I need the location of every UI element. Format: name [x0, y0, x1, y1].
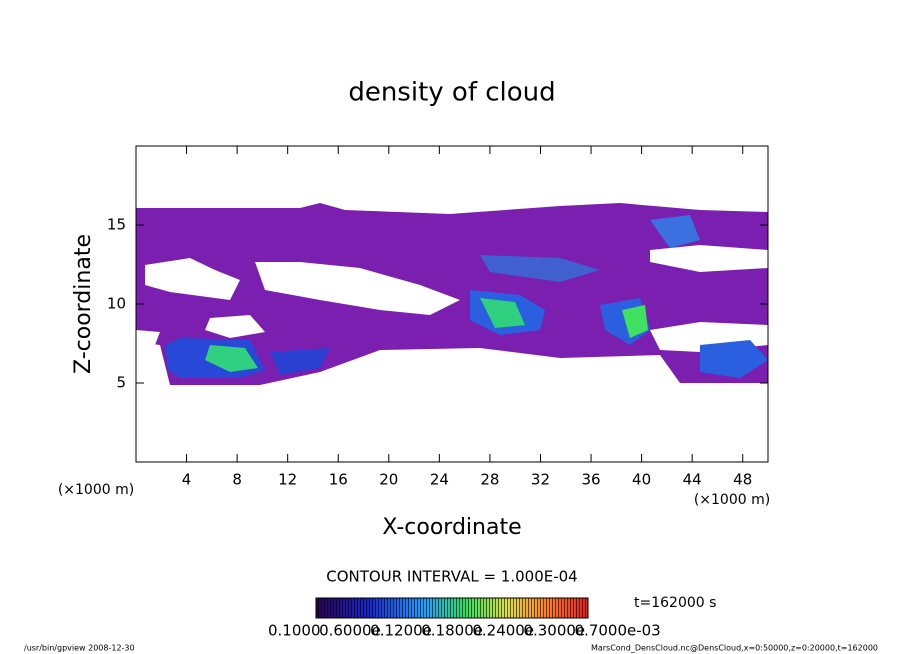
colorbar-stripes	[316, 598, 588, 618]
colorbar-label: 0.1200e	[370, 622, 432, 640]
time-label: t=162000 s	[634, 595, 716, 611]
x-axis-label: X-coordinate	[382, 515, 521, 540]
x-tick-label: 12	[278, 471, 297, 489]
x-tick-label: 8	[232, 471, 242, 489]
x-tick-label: 44	[683, 471, 702, 489]
colorbar-label: 0.7000e-03	[575, 622, 661, 640]
x-tick-label: 32	[531, 471, 550, 489]
footer-right: MarsCond_DensCloud.nc@DensCloud,x=0:5000…	[591, 644, 878, 653]
y-tick-label: 10	[107, 295, 126, 313]
y-tick-label: 15	[107, 216, 126, 234]
contour-field	[136, 203, 768, 385]
colorbar-label: 0.6000e	[319, 622, 381, 640]
x-tick-label: 28	[480, 471, 499, 489]
x-unit: (×1000 m)	[694, 492, 770, 508]
footer-left: /usr/bin/gpview 2008-12-30	[24, 644, 135, 653]
x-tick-label: 4	[182, 471, 192, 489]
colorbar-label: 0.2400e	[472, 622, 534, 640]
x-unit: (×1000 m)	[58, 482, 134, 498]
x-tick-label: 40	[632, 471, 651, 489]
x-tick-label: 20	[379, 471, 398, 489]
x-tick-label: 16	[329, 471, 348, 489]
colorbar-label: 0.3000e	[523, 622, 585, 640]
colorbar-label: 0.1000	[268, 622, 321, 640]
y-tick-label: 5	[116, 374, 126, 392]
colorbar-labels: 0.10000.6000e0.1200e0.1800e0.2400e0.3000…	[268, 622, 661, 640]
colorbar-label: 0.1800e	[421, 622, 483, 640]
y-axis-label: Z-coordinate	[71, 234, 96, 374]
x-tick-label: 36	[581, 471, 600, 489]
chart-title: density of cloud	[348, 78, 555, 108]
x-tick-label: 24	[430, 471, 449, 489]
contour-interval: CONTOUR INTERVAL = 1.000E-04	[326, 568, 577, 586]
x-tick-label: 48	[733, 471, 752, 489]
